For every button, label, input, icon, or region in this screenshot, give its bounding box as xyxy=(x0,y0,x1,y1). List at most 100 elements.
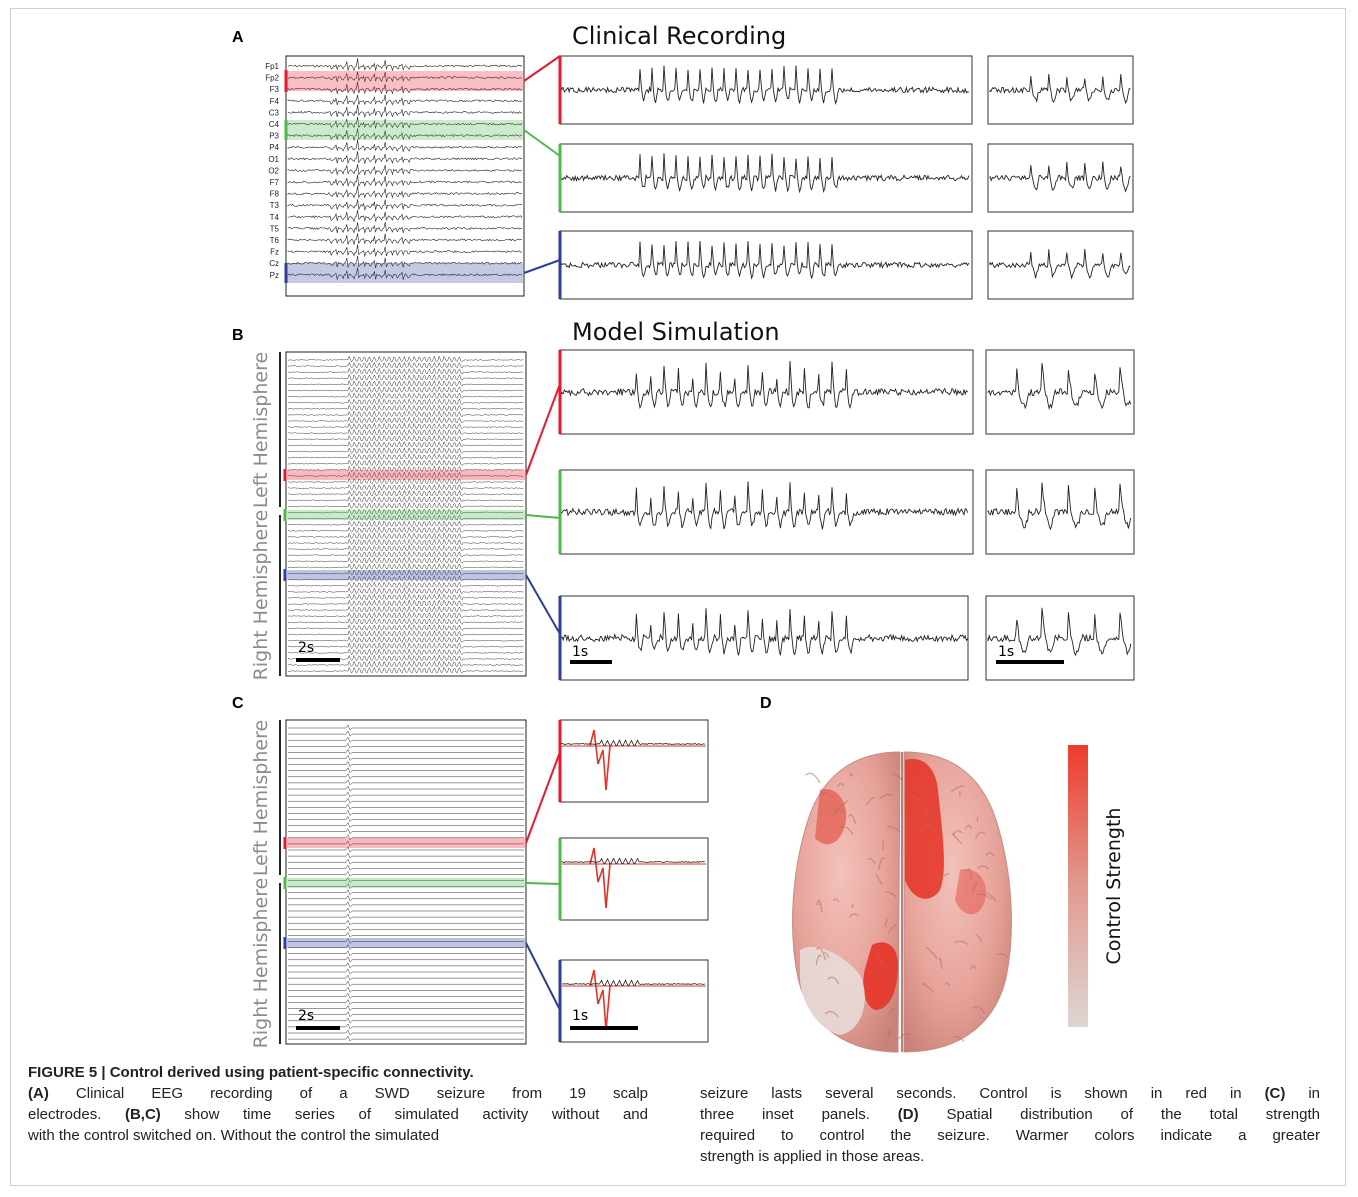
brain-sulcus xyxy=(985,852,995,857)
sim-trace xyxy=(288,809,524,816)
sim-trace xyxy=(287,392,524,400)
channel-label: F8 xyxy=(270,190,280,199)
colorbar-label: Control Strength xyxy=(1103,808,1125,965)
sim-trace xyxy=(288,822,524,829)
eeg-trace xyxy=(287,58,523,72)
scalebar-label: 1s xyxy=(572,1008,588,1024)
eeg-trace xyxy=(287,164,523,176)
sim-trace xyxy=(288,913,524,920)
eeg-trace xyxy=(287,81,523,95)
sim-trace xyxy=(288,773,524,780)
caption-line: seizure lasts several seconds. Control i… xyxy=(700,1085,1321,1102)
sim-trace xyxy=(287,495,524,503)
brain-sulcus xyxy=(972,882,978,894)
brain-sulcus xyxy=(835,799,849,812)
brain-sulcus xyxy=(951,832,963,845)
caption-line: electrodes. (B,C) show time series of si… xyxy=(28,1106,648,1123)
brain-sulcus xyxy=(879,793,894,799)
connector xyxy=(523,259,561,274)
brain-sulcus xyxy=(832,809,845,816)
trace-panel xyxy=(559,719,709,803)
inset-trace xyxy=(562,979,705,987)
sim-trace xyxy=(288,907,524,914)
inset-trace xyxy=(989,248,1131,280)
sim-trace xyxy=(288,876,524,883)
sim-trace xyxy=(288,736,524,743)
zoom-panel xyxy=(985,595,1135,681)
sim-trace xyxy=(288,724,524,731)
control-raster xyxy=(283,719,527,1045)
sim-trace xyxy=(288,864,524,871)
brain-sulcus xyxy=(986,891,997,902)
highlight-blue xyxy=(287,263,523,283)
channel-label: Fp1 xyxy=(265,62,279,71)
connector xyxy=(523,129,561,157)
panel-letter-b: B xyxy=(232,327,244,344)
sim-trace xyxy=(288,883,524,890)
highlight-green xyxy=(287,120,523,140)
brain-sulcus xyxy=(974,831,986,839)
trace-panel xyxy=(559,837,709,921)
eeg-trace xyxy=(287,221,522,234)
brain-sulcus xyxy=(851,903,854,908)
brain-sulcus xyxy=(832,898,840,903)
brain-sulcus xyxy=(877,955,885,967)
sim-trace xyxy=(287,605,524,613)
sim-trace xyxy=(288,852,524,859)
sim-trace xyxy=(287,562,524,571)
sim-trace xyxy=(287,428,524,436)
brain-hot-region-frontal xyxy=(905,758,944,899)
sim-trace xyxy=(288,950,524,957)
sim-trace xyxy=(288,767,524,774)
scalebar-label: 2s xyxy=(298,1008,314,1024)
brain-sulcus xyxy=(848,772,854,777)
brain-sulcus xyxy=(888,1008,896,1015)
sim-trace xyxy=(287,459,524,467)
channel-label: O1 xyxy=(268,155,279,164)
sim-trace xyxy=(288,986,524,993)
highlight-green xyxy=(287,878,525,888)
zoom-panel xyxy=(985,469,1135,555)
channel-label: C3 xyxy=(269,108,280,117)
panel-letter-d: D xyxy=(760,695,772,712)
inset-trace xyxy=(987,362,1132,411)
connector xyxy=(525,942,561,1011)
sim-trace xyxy=(287,477,524,485)
channel-label: O2 xyxy=(268,166,279,175)
caption-line: three inset panels. (D) Spatial distribu… xyxy=(700,1106,1320,1123)
sim-trace xyxy=(287,508,524,515)
eeg-trace xyxy=(287,244,522,258)
sim-trace xyxy=(288,1035,524,1042)
right-hemisphere-label-b: Right Hemisphere xyxy=(250,510,272,681)
sim-trace xyxy=(288,980,524,987)
sim-trace xyxy=(287,593,524,601)
sim-trace xyxy=(288,968,524,975)
eeg-trace xyxy=(287,104,523,118)
trace-insets xyxy=(558,55,1135,1043)
brain-sulcus xyxy=(821,792,834,799)
brain-sulcus xyxy=(887,1029,892,1036)
sim-trace xyxy=(288,761,524,768)
brain-pale-region xyxy=(800,946,865,1035)
inset-trace xyxy=(989,73,1131,105)
brain-sulcus xyxy=(847,814,856,824)
sim-trace xyxy=(287,440,524,448)
sim-trace xyxy=(288,730,524,737)
sim-trace xyxy=(287,575,524,583)
trace-panel xyxy=(559,349,974,435)
sim-trace xyxy=(288,785,524,792)
sim-trace xyxy=(287,385,524,393)
sim-trace xyxy=(287,544,524,552)
inset-trace xyxy=(561,240,970,280)
sim-trace xyxy=(287,520,524,528)
sim-trace xyxy=(288,834,524,841)
channel-label: F7 xyxy=(270,178,280,187)
sim-trace xyxy=(287,532,524,540)
brain-sulcus xyxy=(884,890,897,898)
brain-sulcus xyxy=(865,796,875,806)
zoom-panel xyxy=(987,143,1134,213)
eeg-trace xyxy=(287,233,522,245)
zoom-panel xyxy=(987,55,1134,125)
inset-trace xyxy=(561,481,969,530)
sim-trace xyxy=(287,361,524,369)
